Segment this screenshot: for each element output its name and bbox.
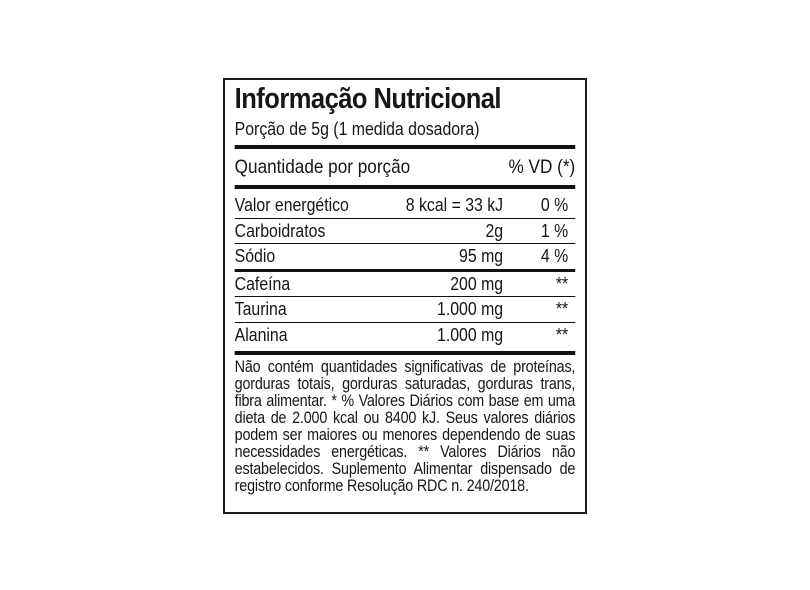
nutrient-row: Sódio 95 mg 4 %: [234, 243, 576, 269]
nutrient-name: Sódio: [234, 246, 276, 266]
panel-title: Informação Nutricional: [234, 83, 502, 115]
serving-size: Porção de 5g (1 medida dosadora): [234, 119, 480, 139]
nutrient-dv: **: [555, 273, 569, 294]
divider-thick: [234, 351, 576, 355]
nutrient-amount: 1.000 mg: [437, 324, 504, 345]
footnote-text: Não contém quantidades significativas de…: [234, 358, 576, 495]
divider-thick: [234, 145, 576, 149]
quantity-column-header: Quantidade por porção: [234, 156, 411, 178]
nutrient-dv: 4 %: [540, 246, 569, 266]
dv-column-header: % VD (*): [508, 156, 576, 178]
nutrient-amount: 200 mg: [450, 273, 504, 294]
nutrient-dv: **: [555, 324, 569, 345]
nutrient-amount: 95 mg: [459, 246, 504, 266]
columns-header: Quantidade por porção % VD (*): [235, 153, 576, 181]
nutrient-amount: 8 kcal = 33 kJ: [405, 195, 504, 215]
nutrient-name: Cafeína: [234, 273, 291, 294]
nutrient-name: Alanina: [234, 324, 288, 345]
panel-content: Informação Nutricional Porção de 5g (1 m…: [225, 80, 585, 495]
nutrient-amount: 1.000 mg: [437, 299, 504, 319]
divider-thick: [234, 185, 576, 189]
nutrient-dv: **: [555, 299, 569, 319]
nutrient-name: Carboidratos: [234, 220, 326, 241]
nutrient-amount: 2g: [485, 220, 504, 241]
nutrient-row: Carboidratos 2g 1 %: [234, 217, 576, 244]
nutrient-row: Taurina 1.000 mg **: [234, 296, 576, 322]
nutrient-name: Taurina: [234, 299, 287, 319]
nutrient-row: Alanina 1.000 mg **: [234, 321, 576, 348]
nutrient-row: Cafeína 200 mg **: [234, 268, 576, 297]
nutrient-rows: Valor energético 8 kcal = 33 kJ 0 % Carb…: [234, 193, 576, 348]
nutrition-facts-panel: Informação Nutricional Porção de 5g (1 m…: [223, 78, 587, 514]
nutrient-dv: 0 %: [540, 195, 569, 215]
nutrient-name: Valor energético: [234, 195, 349, 215]
nutrient-dv: 1 %: [540, 220, 569, 241]
nutrient-row: Valor energético 8 kcal = 33 kJ 0 %: [235, 193, 576, 218]
